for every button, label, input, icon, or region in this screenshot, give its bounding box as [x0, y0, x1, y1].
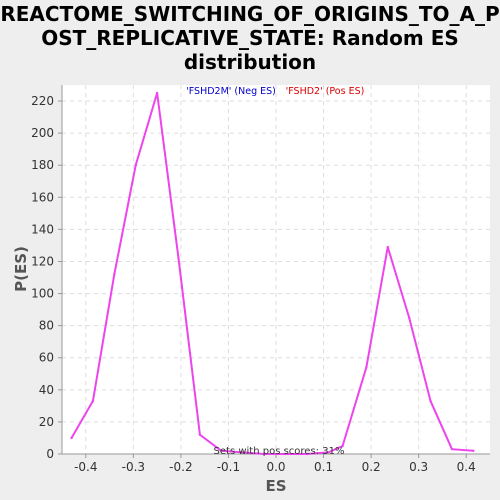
data-point	[305, 452, 309, 456]
x-tick-label: 0.4	[457, 460, 476, 474]
y-tick-label: 60	[39, 351, 54, 365]
chart-title: REACTOME_SWITCHING_OF_ORIGINS_TO_A_P OST…	[0, 2, 500, 74]
data-point	[407, 316, 411, 319]
data-point	[327, 451, 330, 454]
pos-scores-annotation: Sets with pos scores: 31%	[214, 446, 345, 457]
x-tick-label: 0.1	[314, 460, 333, 474]
series-group	[70, 91, 475, 456]
data-point	[341, 444, 344, 448]
y-tick-label: 80	[39, 319, 54, 333]
y-tick-label: 100	[31, 287, 54, 301]
y-tick-label: 20	[39, 415, 54, 429]
data-point	[113, 273, 116, 276]
data-point	[241, 451, 244, 454]
y-ticks: 0 20 40 60 80 100 120 140 160 180 200 220	[31, 94, 62, 461]
y-tick-label: 140	[31, 222, 54, 236]
y-tick-label: 200	[31, 126, 54, 140]
legend-neg: 'FSHD2M' (Neg ES)	[186, 86, 276, 97]
data-point	[365, 366, 368, 369]
data-point	[134, 164, 137, 167]
y-tick-label: 40	[39, 383, 54, 397]
x-tick-label: 0.0	[266, 460, 285, 474]
y-tick-label: 120	[31, 254, 54, 268]
x-tick-label: -0.4	[74, 460, 97, 474]
data-point	[220, 449, 223, 452]
data-point	[429, 399, 432, 403]
x-tick-label: 0.3	[409, 460, 428, 474]
x-axis-label: ES	[265, 477, 286, 495]
y-tick-label: 160	[31, 190, 54, 204]
y-tick-label: 220	[31, 94, 54, 108]
x-tick-label: -0.2	[169, 460, 192, 474]
data-point	[284, 452, 287, 456]
data-point	[386, 245, 389, 249]
data-point	[198, 433, 202, 436]
x-tick-label: 0.2	[362, 460, 381, 474]
x-tick-label: -0.3	[122, 460, 145, 474]
series-line	[70, 92, 474, 455]
x-tick-label: -0.1	[217, 460, 240, 474]
y-tick-label: 0	[46, 447, 54, 461]
title-line-2: OST_REPLICATIVE_STATE: Random ES	[41, 26, 459, 50]
grid	[62, 85, 490, 455]
x-ticks: -0.4 -0.3 -0.2 -0.1 0.0 0.1 0.2 0.3 0.4	[74, 454, 476, 474]
title-line-1: REACTOME_SWITCHING_OF_ORIGINS_TO_A_P	[0, 2, 500, 26]
title-line-3: distribution	[183, 50, 317, 74]
legend-pos: 'FSHD2' (Pos ES)	[286, 86, 365, 97]
data-point	[155, 91, 159, 95]
y-axis-label: P(ES)	[12, 246, 30, 292]
data-point	[262, 452, 266, 456]
data-point	[177, 257, 180, 260]
data-point	[70, 436, 73, 440]
data-point	[450, 447, 454, 451]
data-point	[91, 399, 95, 403]
data-point	[472, 449, 475, 452]
y-tick-label: 180	[31, 158, 54, 172]
